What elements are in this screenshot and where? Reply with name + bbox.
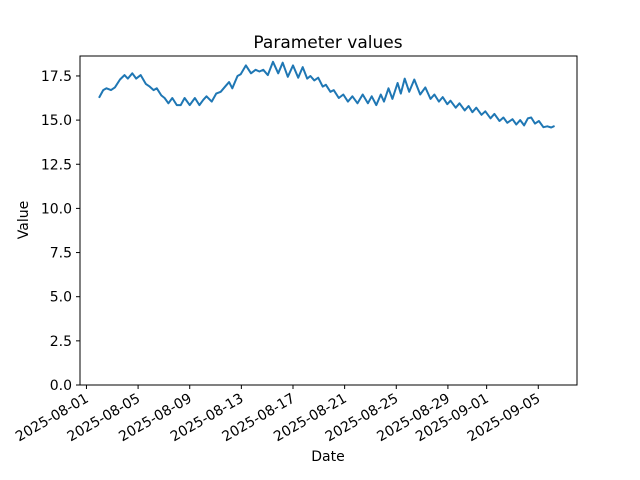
chart-title: Parameter values bbox=[253, 33, 402, 53]
series-line bbox=[98, 60, 555, 129]
y-tick-label: 5.0 bbox=[50, 290, 72, 306]
y-tick-label: 7.5 bbox=[50, 246, 72, 262]
y-axis-label: Value bbox=[16, 201, 32, 239]
x-axis-label: Date bbox=[311, 449, 344, 465]
y-tick-label: 2.5 bbox=[50, 334, 72, 350]
x-axis-ticks: 2025-08-012025-08-052025-08-092025-08-13… bbox=[13, 385, 543, 445]
plot-area bbox=[80, 56, 577, 385]
y-tick-label: 17.5 bbox=[41, 69, 72, 85]
y-tick-label: 12.5 bbox=[41, 157, 72, 173]
y-axis-ticks: 0.0 2.5 5.0 7.5 10.0 12.5 15.0 17.5 bbox=[41, 69, 80, 394]
y-tick-label: 10.0 bbox=[41, 201, 72, 217]
axes-spines bbox=[79, 55, 578, 386]
series-group bbox=[98, 60, 555, 129]
y-tick-label: 0.0 bbox=[50, 378, 72, 394]
y-tick-label: 15.0 bbox=[41, 113, 72, 129]
